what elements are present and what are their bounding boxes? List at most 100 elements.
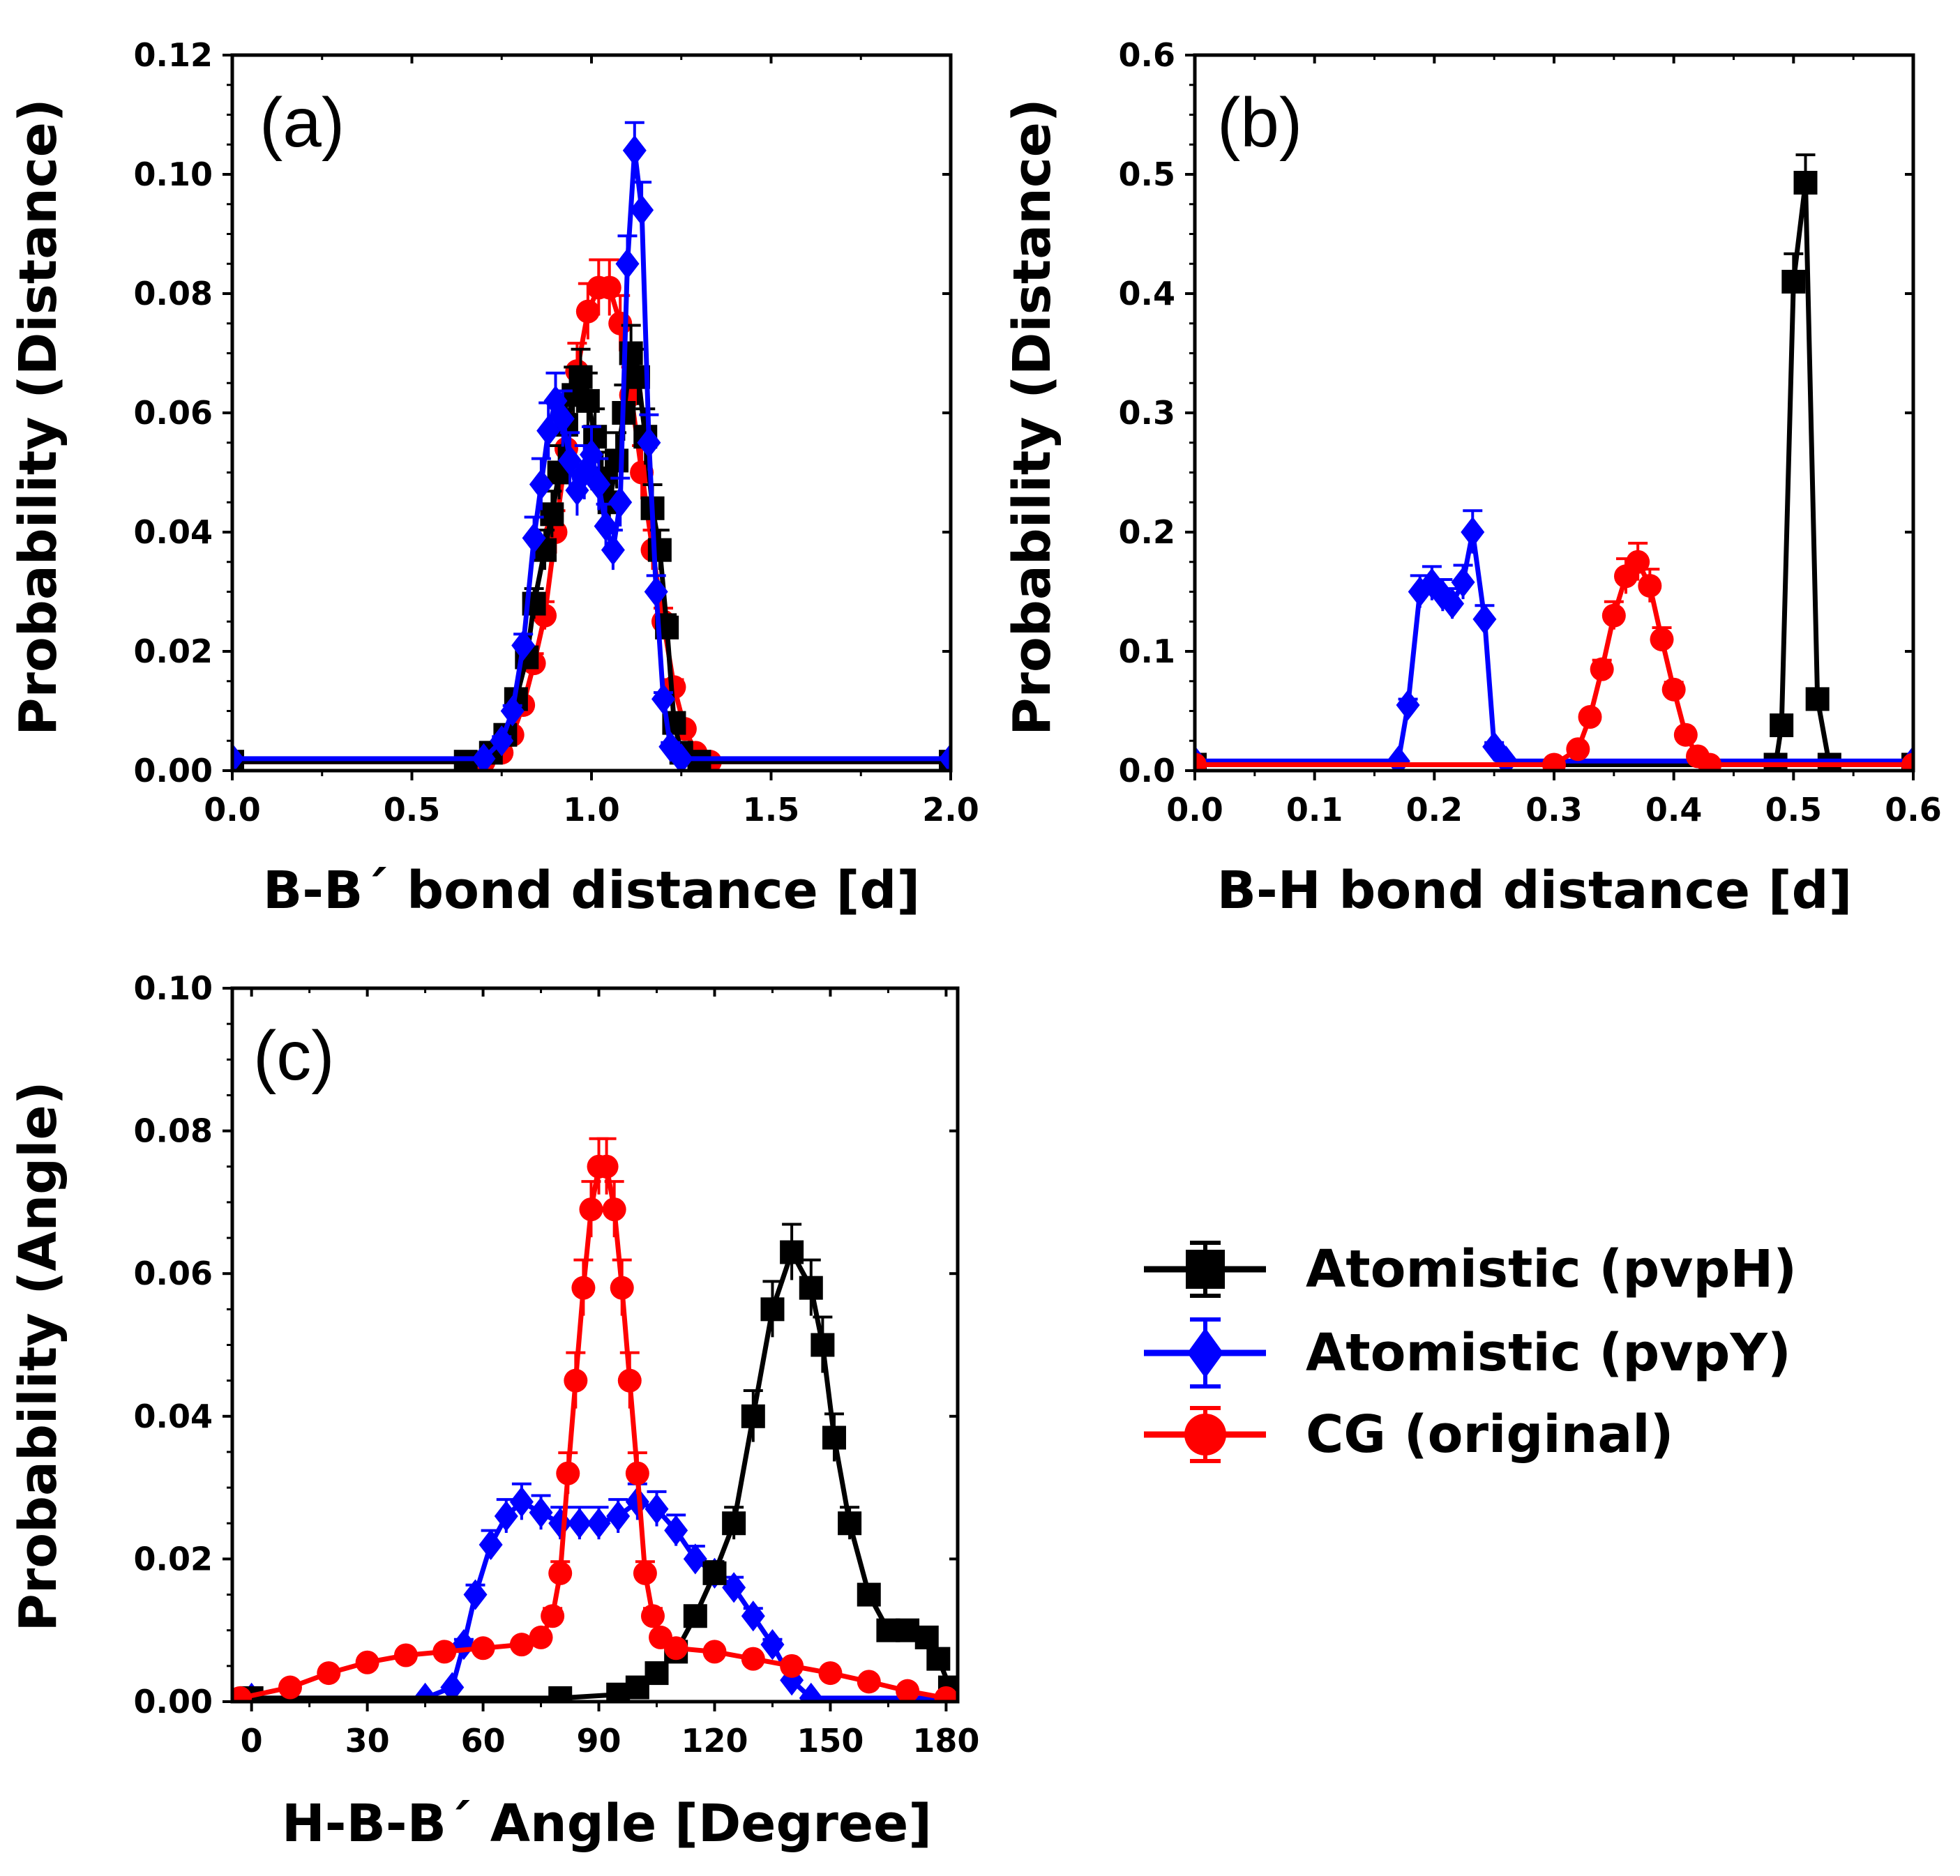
- panel-b-marker-circle: [1601, 603, 1626, 628]
- panel-c-ytick-label: 0.10: [134, 969, 213, 1007]
- panel-b-marker-diamond: [1440, 588, 1465, 619]
- panel-c-marker-circle: [571, 1276, 596, 1300]
- panel-c-ylabel: Probability (Angle): [8, 1081, 68, 1631]
- panel-c-marker-diamond: [478, 1529, 503, 1561]
- panel-c-marker-circle: [509, 1633, 534, 1657]
- legend-label-pvph: Atomistic (pvpH): [1306, 1239, 1797, 1299]
- panel-c-marker-circle: [471, 1636, 495, 1661]
- panel-c-marker-square: [799, 1276, 823, 1300]
- panel-c-marker-square: [780, 1240, 804, 1264]
- panel-c-marker-circle: [594, 1154, 619, 1179]
- panel-a-marker-diamond: [644, 576, 668, 607]
- panel-c-xtick-label: 120: [681, 1722, 748, 1760]
- panel-c-xlabel: H-B-B´ Angle [Degree]: [282, 1794, 932, 1854]
- panel-c-plot-area: [232, 1137, 958, 1702]
- panel-a-marker-diamond: [637, 427, 661, 458]
- panel-b-xtick-label: 0.1: [1286, 791, 1343, 829]
- panel-c-marker-circle: [640, 1604, 665, 1628]
- panel-c-marker-diamond: [741, 1601, 765, 1632]
- legend-entry-pvph: Atomistic (pvpH): [1144, 1239, 1797, 1299]
- panel-c-marker-circle: [529, 1625, 553, 1649]
- panel-b-ytick-label: 0.0: [1119, 752, 1176, 789]
- panel-a-marker-diamond: [622, 135, 647, 166]
- panel-b-plot-area: [1195, 153, 1913, 771]
- panel-c-marker-circle: [579, 1197, 603, 1222]
- panel-c-marker-square: [822, 1425, 846, 1450]
- panel-c-label: (c): [253, 1017, 335, 1095]
- panel-b-xtick-label: 0.6: [1885, 791, 1942, 829]
- panel-b: Probability (Distance) B-H bond distance…: [1002, 36, 1942, 921]
- panel-c-xtick-label: 60: [461, 1722, 506, 1760]
- panel-b-marker-diamond: [1461, 516, 1485, 548]
- panel-a-xlabel: B-B´ bond distance [d]: [263, 861, 920, 921]
- panel-c-marker-circle: [741, 1647, 765, 1671]
- panel-a-marker-diamond: [536, 415, 561, 446]
- panel-b-marker-circle: [1590, 657, 1614, 681]
- legend-marker-circle: [1184, 1414, 1226, 1455]
- panel-c-ytick-label: 0.02: [134, 1540, 213, 1578]
- panel-c-marker-circle: [556, 1461, 580, 1485]
- panel-a-marker-diamond: [490, 725, 514, 757]
- panel-c-marker-circle: [541, 1604, 565, 1628]
- panel-c-series-square: [239, 1223, 958, 1702]
- panel-c-marker-circle: [664, 1636, 688, 1661]
- panel-a-ytick-label: 0.08: [134, 275, 213, 312]
- panel-b-ylabel: Probability (Distance): [1002, 98, 1062, 735]
- panel-c-marker-circle: [564, 1368, 588, 1393]
- panel-a-ytick-label: 0.02: [134, 633, 213, 670]
- panel-a-frame: [230, 53, 953, 773]
- panel-a-marker-diamond: [669, 743, 693, 771]
- panel-c-marker-diamond: [529, 1497, 553, 1529]
- panel-c-marker-diamond: [799, 1682, 823, 1702]
- panel-b-marker-circle: [1661, 677, 1686, 702]
- panel-b-marker-circle: [1650, 627, 1674, 651]
- panel-c-marker-square: [857, 1582, 881, 1607]
- panel-b-ytick-label: 0.3: [1119, 394, 1176, 432]
- panel-b-marker-square: [1805, 687, 1830, 711]
- panel-c-marker-circle: [278, 1675, 302, 1700]
- panel-a: Probability (Distance) B-B´ bond distanc…: [8, 36, 979, 921]
- panel-b-xtick-label: 0.2: [1406, 791, 1463, 829]
- panel-a-marker-circle: [597, 275, 621, 300]
- panel-a-ytick-label: 0.04: [134, 513, 213, 551]
- panel-a-marker-diamond: [511, 630, 536, 661]
- panel-c-marker-circle: [355, 1650, 379, 1674]
- panel-c-marker-circle: [393, 1643, 418, 1667]
- panel-c-xtick-label: 90: [577, 1722, 621, 1760]
- legend-entry-cg: CG (original): [1144, 1405, 1673, 1465]
- panel-c-marker-circle: [617, 1368, 642, 1393]
- panel-c-marker-diamond: [567, 1508, 591, 1539]
- panel-c-marker-circle: [633, 1561, 657, 1585]
- legend-label-pvpy: Atomistic (pvpY): [1306, 1323, 1791, 1383]
- panel-a-marker-diamond: [630, 195, 654, 226]
- panel-b-xtick-label: 0.4: [1645, 791, 1703, 829]
- panel-b-label: (b): [1217, 84, 1302, 162]
- panel-a-marker-diamond: [608, 487, 633, 518]
- panel-c-marker-diamond: [463, 1579, 488, 1610]
- panel-b-marker-diamond: [1472, 603, 1497, 635]
- panel-c-frame: [230, 986, 960, 1704]
- panel-b-xtick-label: 0.5: [1765, 791, 1823, 829]
- panel-c-marker-diamond: [760, 1629, 785, 1661]
- panel-c-marker-diamond: [494, 1500, 518, 1532]
- panel-c-marker-diamond: [722, 1572, 746, 1603]
- panel-a-plot-area: [232, 121, 951, 771]
- panel-a-label: (a): [259, 84, 345, 162]
- panel-b-marker-square: [1793, 170, 1818, 195]
- panel-c-marker-square: [838, 1511, 862, 1536]
- panel-b-marker-square: [1770, 713, 1794, 738]
- panel-b-ytick-label: 0.1: [1119, 633, 1176, 670]
- panel-b-marker-circle: [1542, 752, 1566, 771]
- panel-c-marker-circle: [934, 1686, 958, 1702]
- panel-b-xtick-label: 0.3: [1525, 791, 1583, 829]
- panel-c-xtick-label: 150: [797, 1722, 864, 1760]
- panel-c-marker-square: [548, 1686, 573, 1702]
- panel-c-ytick-label: 0.08: [134, 1112, 213, 1150]
- panel-a-ytick-label: 0.00: [134, 752, 213, 789]
- panel-b-marker-circle: [1673, 723, 1698, 747]
- panel-c-marker-circle: [317, 1661, 341, 1686]
- panel-c-marker-square: [760, 1297, 785, 1322]
- panel-a-marker-diamond: [587, 469, 611, 500]
